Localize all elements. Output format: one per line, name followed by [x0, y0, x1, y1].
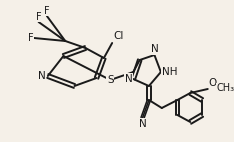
Text: N: N — [150, 44, 158, 54]
Text: NH: NH — [162, 67, 177, 77]
Text: O: O — [209, 78, 217, 88]
Text: F: F — [36, 12, 41, 22]
Text: S: S — [107, 75, 114, 85]
Text: F: F — [44, 6, 50, 16]
Text: N: N — [139, 119, 146, 129]
Text: N: N — [125, 74, 132, 84]
Text: N: N — [38, 71, 46, 81]
Text: CH₃: CH₃ — [216, 83, 234, 93]
Text: Cl: Cl — [113, 31, 124, 41]
Text: F: F — [28, 33, 34, 43]
